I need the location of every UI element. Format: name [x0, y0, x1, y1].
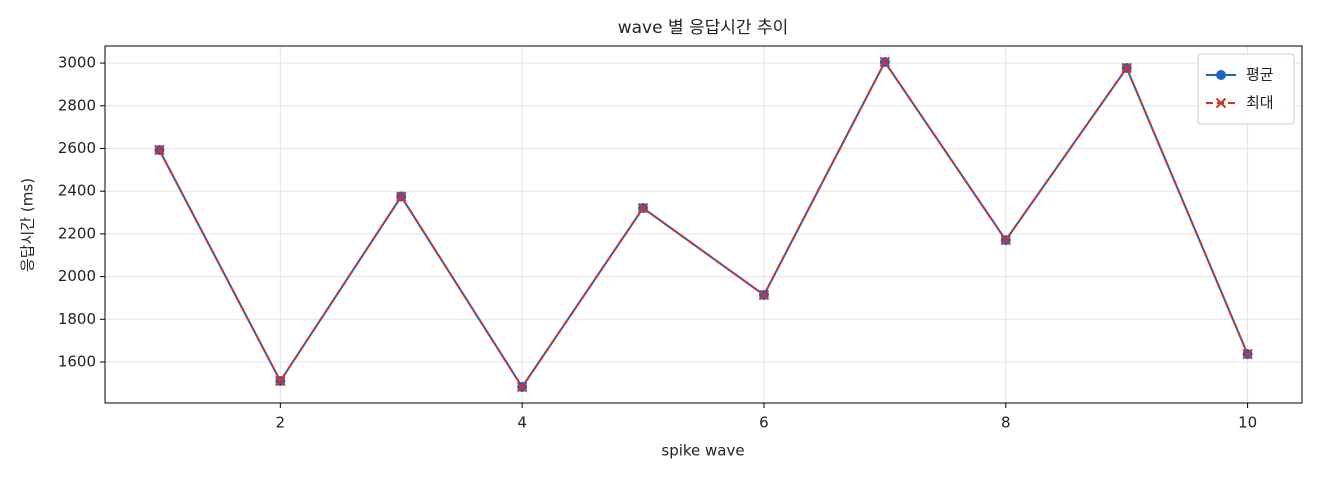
data-point	[154, 144, 165, 156]
y-tick-label: 2600	[58, 139, 96, 157]
chart-title: wave 별 응답시간 추이	[618, 18, 789, 38]
x-tick-label: 6	[759, 414, 769, 432]
y-tick-label: 1800	[58, 310, 96, 328]
data-point	[275, 375, 286, 387]
plot-frame	[104, 45, 1303, 404]
data-point	[1242, 348, 1253, 360]
series-line	[158, 60, 1249, 389]
data-point	[1000, 234, 1011, 246]
y-tick-label: 2400	[58, 182, 96, 200]
legend-marker	[1216, 70, 1226, 80]
y-tick-label: 3000	[58, 54, 96, 72]
data-point	[516, 381, 528, 393]
y-tick-label: 1600	[58, 353, 96, 371]
x-tick-label: 10	[1238, 414, 1257, 432]
data-point	[1121, 62, 1132, 74]
y-tick-label: 2800	[58, 96, 96, 114]
y-axis-label: 응답시간 (ms)	[19, 178, 37, 272]
y-tick-label: 2200	[58, 224, 96, 242]
y-tick-label: 2000	[58, 267, 96, 285]
x-tick-label: 4	[517, 414, 527, 432]
data-point	[396, 191, 407, 202]
x-tick-label: 8	[1001, 414, 1011, 432]
data-point	[637, 202, 649, 214]
x-tick-label: 2	[276, 414, 286, 432]
x-axis-label: spike wave	[661, 442, 744, 460]
data-point	[879, 56, 891, 68]
legend-label: 평균	[1246, 66, 1274, 84]
legend-box	[1197, 53, 1295, 125]
series-line	[158, 60, 1249, 389]
data-point	[758, 289, 770, 301]
legend-marker	[1215, 97, 1227, 109]
legend-label: 최대	[1246, 94, 1274, 112]
